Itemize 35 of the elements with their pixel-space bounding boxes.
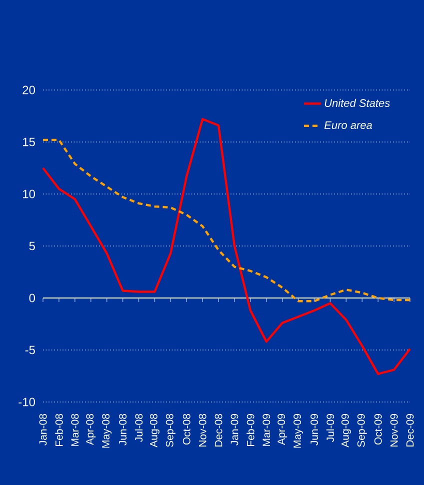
y-tick-label: 5 [29,242,35,250]
line-series [42,118,412,376]
legend-label: Euro area [324,121,372,130]
x-tick-label: Sep-09 [357,414,367,447]
y-tick-label: 0 [29,294,36,302]
y-tick-label: 15 [23,138,35,146]
x-tick-label: Sep-08 [166,414,176,447]
x-tick-label: Jan-08 [39,414,47,446]
x-tick-label: Dec-09 [406,414,414,447]
x-tick-label: Apr-09 [278,414,288,446]
x-tick-label: Jun-09 [310,414,318,446]
x-tick-label: Oct-09 [374,414,382,445]
x-tick-label: Nov-09 [390,414,398,447]
x-tick-label: Mar-08 [71,414,79,446]
x-tick-label: Aug-08 [150,414,160,448]
x-tick-label: Mar-09 [262,414,270,446]
y-tick-label: 20 [22,86,35,94]
y-tick-label: -10 [18,398,35,406]
x-tick-label: May-09 [294,414,304,448]
legend-label: United States [324,98,390,107]
x-tick-label: Oct-08 [182,414,190,445]
x-tick-label: Jun-08 [119,414,127,446]
y-tick-label: -5 [25,346,35,354]
line-series [42,138,412,302]
x-tick-label: Jul-09 [326,414,334,442]
x-tick-label: Jul-08 [134,414,143,442]
x-tick-label: Aug-09 [341,414,351,448]
y-tick-label: 10 [23,190,35,198]
x-tick-label: Feb-09 [246,414,254,446]
x-tick-label: Feb-08 [55,414,63,446]
x-tick-label: Dec-08 [214,414,222,447]
x-tick-label: Nov-08 [198,414,206,447]
x-tick-label: May-08 [102,414,112,448]
x-tick-label: Jan-09 [230,414,238,446]
x-tick-label: Apr-08 [86,414,96,446]
